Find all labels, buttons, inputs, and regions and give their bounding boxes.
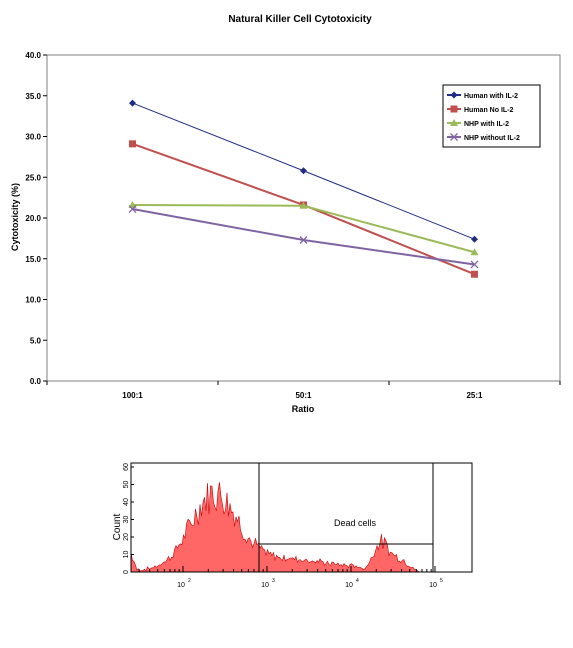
dead-cells-annotation: Dead cells — [334, 518, 377, 528]
data-point — [300, 167, 307, 175]
hist-y-tick-label: 10 — [123, 551, 130, 559]
y-tick-label: 35.0 — [25, 92, 41, 101]
hist-y-tick-label: 60 — [123, 463, 130, 471]
y-tick-label: 40.0 — [25, 51, 41, 60]
legend: Human with IL-2 Human No IL-2 NHP with IL-… — [442, 84, 541, 148]
y-tick-label: 0.0 — [30, 377, 42, 386]
data-point — [299, 201, 308, 209]
legend-marker — [450, 119, 458, 126]
hist-y-tick-label: 30 — [123, 516, 130, 524]
legend-entry: NHP with IL-2 — [464, 121, 509, 128]
hist-x-tick-label: 10 — [177, 582, 185, 589]
hist-x-tick-label: 10 — [261, 582, 269, 589]
y-tick-label: 30.0 — [25, 133, 41, 142]
hist-x-tick-label: 10 — [345, 582, 353, 589]
hist-x-tick-exponent: 2 — [188, 578, 191, 584]
hist-x-tick-exponent: 4 — [356, 578, 359, 584]
legend-entry: Human No IL-2 — [464, 107, 513, 114]
x-axis-label: Ratio — [292, 404, 315, 414]
y-tick-label: 10.0 — [25, 296, 41, 305]
hist-y-tick-label: 20 — [123, 533, 130, 541]
y-tick-label: 5.0 — [30, 336, 42, 345]
data-point — [470, 260, 479, 269]
y-axis-label: Cytotoxicity (%) — [10, 183, 20, 251]
data-point — [471, 235, 478, 243]
hist-y-tick-label: 50 — [123, 481, 130, 489]
histogram-y-axis-label: Count — [112, 513, 123, 540]
x-tick-label: 50:1 — [295, 391, 312, 400]
legend-marker — [450, 91, 458, 99]
y-tick-label: 25.0 — [25, 173, 41, 182]
x-tick-label: 100:1 — [122, 391, 143, 400]
legend-marker — [450, 105, 458, 113]
hist-x-tick-exponent: 3 — [272, 578, 275, 584]
legend-entry: Human with IL-2 — [464, 93, 518, 100]
hist-y-tick-label: 0 — [123, 570, 130, 574]
y-tick-label: 20.0 — [25, 214, 41, 223]
series-line — [132, 208, 475, 266]
hist-x-tick-label: 10 — [429, 582, 437, 589]
x-tick-label: 25:1 — [466, 391, 483, 400]
chart-title: Natural Killer Cell Cytotoxicity — [228, 14, 372, 25]
series-line — [132, 142, 475, 276]
y-tick-label: 15.0 — [25, 255, 41, 264]
histogram-frame — [130, 462, 473, 573]
plot-area: 0.0 5.0 10.0 15.0 20.0 25.0 30.0 35.0 40.0 100:1 5… — [25, 51, 561, 400]
cytotoxicity-line-chart: Natural Killer Cell Cytotoxicity 0.0 5.0 1… — [10, 14, 561, 414]
histogram-area — [130, 482, 421, 573]
data-point — [129, 140, 136, 148]
hist-y-tick-label: 40 — [123, 498, 130, 506]
data-point — [471, 270, 478, 278]
legend-entry: NHP without IL-2 — [464, 135, 520, 142]
series-line — [132, 203, 475, 254]
data-point — [128, 205, 137, 213]
data-point — [299, 236, 308, 244]
data-point — [470, 248, 479, 256]
data-point — [129, 99, 136, 107]
hist-x-tick-exponent: 5 — [440, 578, 443, 584]
legend-marker — [450, 133, 458, 141]
